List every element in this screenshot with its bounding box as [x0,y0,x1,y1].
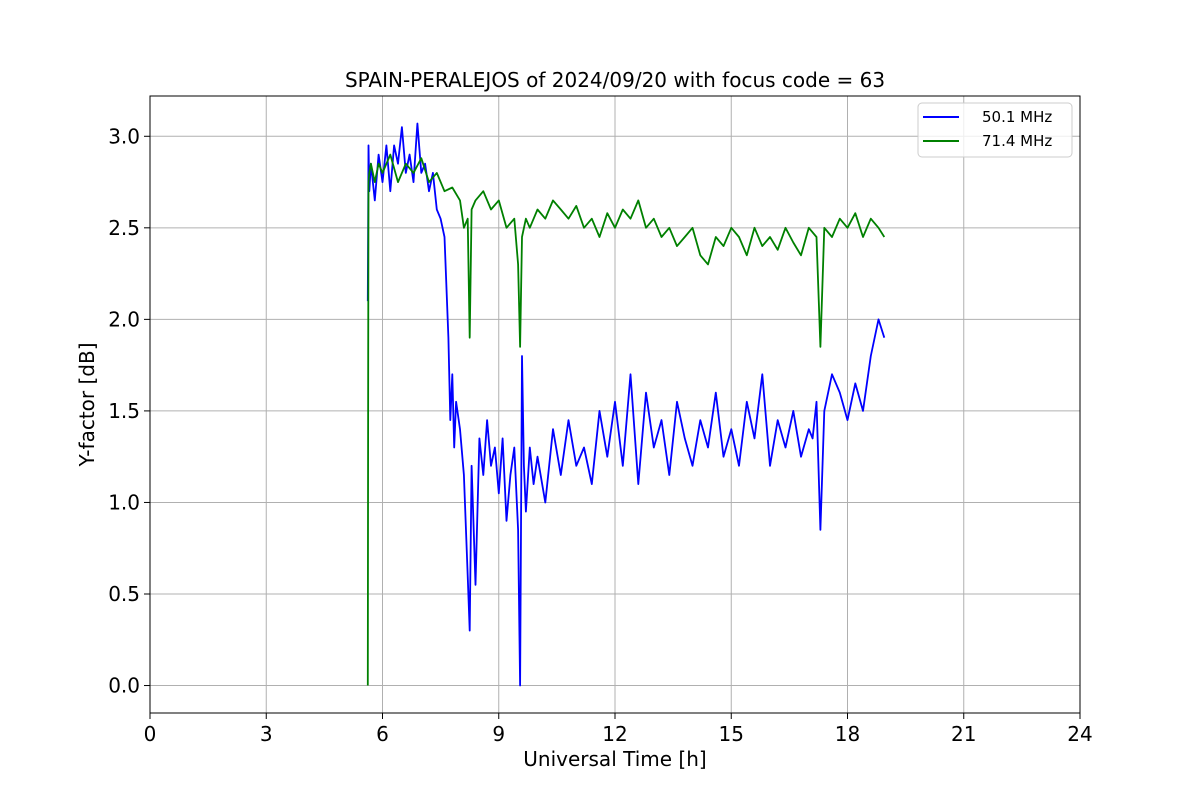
y-tick-label: 3.0 [108,124,140,148]
y-tick-label: 1.5 [108,399,140,423]
x-tick-label: 21 [951,722,976,746]
y-axis-label: Y-factor [dB] [75,342,99,467]
series-50mhz-line [366,122,886,687]
legend: 50.1 MHz 71.4 MHz [917,102,1073,158]
x-tick-label: 24 [1067,722,1092,746]
x-tick-label: 0 [144,722,157,746]
x-tick-label: 12 [602,722,627,746]
y-tick-label: 1.0 [108,490,140,514]
x-tick-label: 6 [376,722,389,746]
x-tick-label: 18 [835,722,860,746]
legend-label-50mhz: 50.1 MHz [982,108,1052,126]
series-layer [366,122,886,687]
x-tick-label: 9 [492,722,505,746]
x-tick-label: 3 [260,722,273,746]
y-tick-label: 0.0 [108,674,140,698]
legend-label-71mhz: 71.4 MHz [982,132,1052,150]
x-axis-label: Universal Time [h] [523,747,706,771]
y-tick-label: 0.5 [108,582,140,606]
x-tick-label: 15 [719,722,744,746]
y-tick-label: 2.0 [108,307,140,331]
chart-title: SPAIN-PERALEJOS of 2024/09/20 with focus… [345,68,885,92]
y-tick-label: 2.5 [108,216,140,240]
series-71mhz-line [366,153,886,686]
x-axis-ticks: 0 3 6 9 12 15 18 21 24 [144,713,1093,746]
y-axis-ticks: 0.0 0.5 1.0 1.5 2.0 2.5 3.0 [108,124,150,698]
